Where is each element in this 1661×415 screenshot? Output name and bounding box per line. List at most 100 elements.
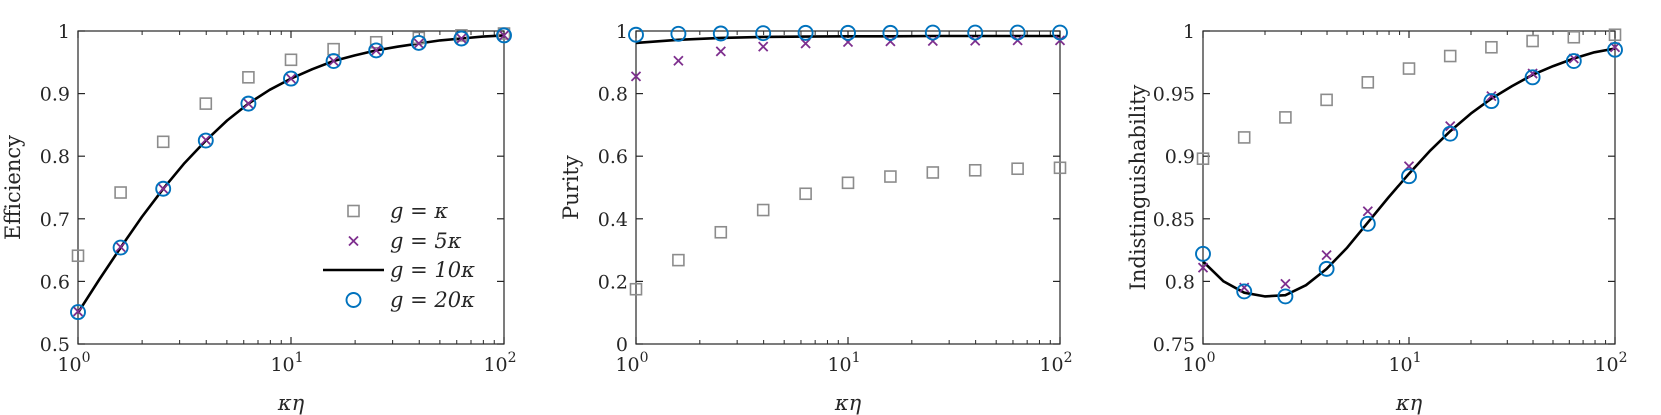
x-tick-label: 102: [1594, 350, 1627, 376]
data-point-square: [199, 97, 213, 110]
data-point-cross: [1280, 278, 1291, 290]
axes-box: [635, 30, 1061, 345]
y-tick-label: 0.2: [598, 271, 628, 293]
x-axis-label: κη: [834, 391, 862, 415]
x-tick-label: 100: [57, 350, 90, 376]
data-point-circle: [1524, 69, 1541, 86]
data-point-circle: [1565, 53, 1582, 69]
data-point-circle: [967, 24, 984, 41]
data-point-cross: [498, 30, 510, 41]
x-tick-label: 100: [1182, 350, 1215, 376]
y-tick-label: 1: [616, 21, 628, 43]
data-point-square: [1011, 162, 1024, 176]
data-point-circle: [70, 304, 86, 321]
data-point-square: [369, 35, 383, 49]
data-point-square: [799, 187, 812, 201]
series-g_kappa: [1196, 28, 1622, 166]
data-point-square: [1526, 34, 1539, 48]
chart-panel-1: 0.5 0.6 0.7 0.8 0.9 1 100 101 102 κη Efficiency: [1, 21, 517, 415]
y-tick-label: 1: [58, 21, 70, 43]
legend: g = κ g = 5κ g = 10κ g = 20κ: [323, 199, 475, 312]
data-point-circle: [1009, 24, 1026, 41]
x-tick-label: 102: [483, 350, 516, 376]
data-point-square: [1196, 152, 1210, 166]
data-point-circle: [1483, 93, 1500, 110]
legend-label: g = κ: [390, 199, 448, 223]
x-tick-label: 100: [615, 350, 648, 376]
data-point-circle: [1401, 168, 1417, 185]
data-point-circle: [1277, 288, 1294, 305]
data-point-square: [714, 225, 728, 239]
data-point-circle: [1359, 215, 1376, 232]
legend-label: g = 5κ: [390, 229, 462, 253]
data-point-cross: [758, 41, 769, 52]
data-point-circle: [155, 180, 172, 197]
data-point-circle: [325, 53, 342, 69]
data-point-circle: [112, 239, 129, 256]
data-point-square: [672, 253, 685, 267]
data-point-circle: [368, 42, 385, 59]
y-tick-label: 0: [616, 334, 628, 356]
y-tick-label: 0.4: [598, 209, 628, 231]
data-point-circle: [882, 24, 899, 41]
y-tick-label: 1: [1183, 21, 1195, 43]
data-point-circle: [840, 24, 856, 41]
x-axis-label: κη: [277, 391, 305, 415]
legend-marker-cross: [348, 235, 359, 247]
axes-box: [1202, 30, 1616, 345]
y-axis-label: Purity: [559, 155, 583, 220]
data-point-cross: [328, 55, 339, 67]
series-g_5kappa: [72, 30, 510, 317]
legend-marker-square: [347, 204, 360, 218]
data-point-square: [1567, 30, 1581, 44]
data-point-circle: [496, 27, 512, 44]
data-point-square: [1279, 111, 1292, 124]
data-point-cross: [1197, 262, 1209, 273]
data-point-square: [1361, 76, 1375, 89]
data-point-circle: [670, 25, 687, 42]
data-point-square: [156, 135, 170, 149]
y-tick-label: 0.7: [40, 209, 70, 231]
series-g_20kappa: [628, 24, 1068, 43]
series-g_20kappa: [70, 27, 512, 321]
data-point-circle: [410, 34, 427, 51]
data-point-circle: [924, 24, 941, 41]
data-point-cross: [72, 306, 84, 317]
data-point-square: [1443, 49, 1457, 63]
data-point-cross: [1362, 206, 1373, 217]
data-point-square: [884, 170, 897, 183]
y-tick-label: 0.5: [40, 334, 70, 356]
x-axis-label: κη: [1395, 391, 1423, 415]
y-tick-label: 0.6: [40, 271, 70, 293]
y-tick-label: 0.85: [1153, 209, 1195, 231]
data-point-cross: [715, 46, 726, 57]
chart-panel-3: 0.75 0.8 0.85 0.9 0.95 1 100 101 102 κη Indistingu…: [1126, 21, 1628, 415]
data-point-cross: [243, 98, 254, 109]
data-point-circle: [453, 30, 470, 47]
legend-label: g = 10κ: [390, 258, 475, 282]
y-tick-label: 0.75: [1153, 334, 1195, 356]
series-g_20kappa: [1195, 41, 1623, 305]
legend-entry-g_5kappa: g = 5κ: [348, 229, 462, 253]
x-tick-label: 101: [1388, 350, 1421, 376]
data-point-cross: [285, 73, 297, 84]
series-g_kappa: [629, 161, 1067, 296]
series-line-g_10kappa: [1202, 47, 1616, 298]
data-point-square: [242, 71, 255, 84]
data-point-circle: [240, 95, 257, 112]
legend-marker-circle: [345, 292, 362, 308]
data-point-cross: [115, 241, 126, 253]
data-point-cross: [1486, 90, 1497, 102]
x-tick-label: 101: [827, 350, 860, 376]
data-point-square: [71, 249, 85, 263]
legend-label: g = 20κ: [390, 288, 475, 312]
data-point-square: [1402, 62, 1416, 75]
data-point-square: [114, 186, 127, 199]
data-point-cross: [413, 38, 424, 49]
data-point-circle: [197, 132, 214, 149]
y-tick-label: 0.9: [40, 84, 70, 106]
data-point-cross: [1321, 249, 1332, 261]
data-point-square: [1053, 161, 1067, 175]
data-point-cross: [630, 71, 642, 82]
legend-entry-g_kappa: g = κ: [347, 199, 448, 223]
